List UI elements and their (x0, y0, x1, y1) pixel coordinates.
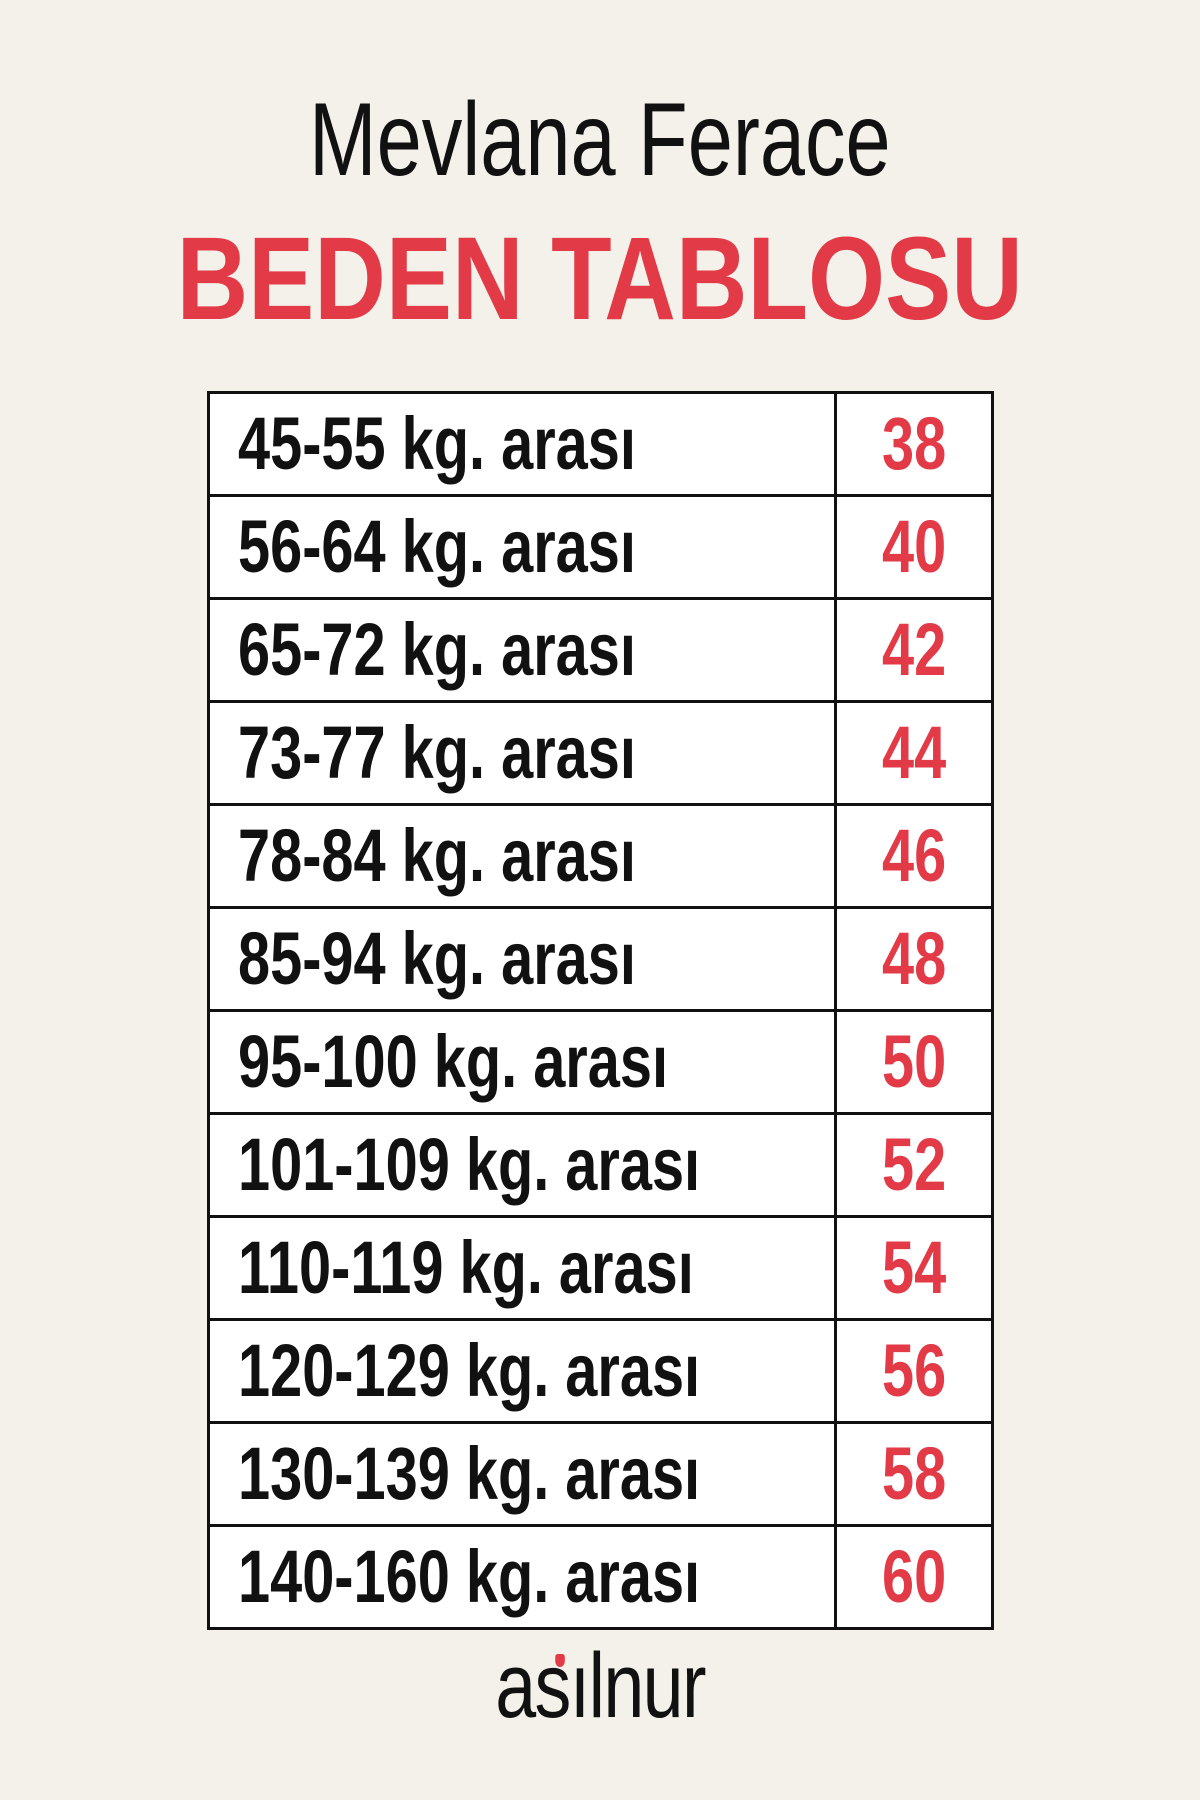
size-cell: 52 (834, 1112, 994, 1218)
size-table: 45-55 kg. arası 38 56-64 kg. arası 40 65-72 … (207, 391, 994, 1630)
size-cell: 42 (834, 597, 994, 703)
weight-range-cell: 110-119 kg. arası (207, 1215, 837, 1321)
weight-range-cell: 56-64 kg. arası (207, 494, 837, 600)
size-cell: 58 (834, 1421, 994, 1527)
weight-range: 140-160 kg. arası (238, 1535, 701, 1618)
weight-range: 101-109 kg. arası (238, 1123, 701, 1206)
size-cell: 54 (834, 1215, 994, 1321)
weight-range-cell: 65-72 kg. arası (207, 597, 837, 703)
table-row: 101-109 kg. arası 52 (207, 1112, 994, 1218)
size-value: 38 (881, 402, 947, 485)
weight-range-cell: 85-94 kg. arası (207, 906, 837, 1012)
table-row: 110-119 kg. arası 54 (207, 1215, 994, 1321)
table-row: 56-64 kg. arası 40 (207, 494, 994, 600)
weight-range: 56-64 kg. arası (238, 505, 636, 588)
page-subtitle: BEDEN TABLOSU (0, 220, 1200, 338)
brand-logo: asılnur (0, 1640, 1200, 1732)
weight-range: 73-77 kg. arası (238, 711, 636, 794)
table-row: 120-129 kg. arası 56 (207, 1318, 994, 1424)
weight-range-cell: 78-84 kg. arası (207, 803, 837, 909)
size-value: 46 (881, 814, 947, 897)
size-cell: 50 (834, 1009, 994, 1115)
table-row: 85-94 kg. arası 48 (207, 906, 994, 1012)
size-cell: 46 (834, 803, 994, 909)
subtitle-text: BEDEN TABLOSU (176, 213, 1024, 345)
size-cell: 48 (834, 906, 994, 1012)
weight-range: 45-55 kg. arası (238, 402, 636, 485)
size-value: 44 (881, 711, 947, 794)
size-value: 58 (881, 1432, 947, 1515)
tulip-icon (555, 1654, 565, 1667)
size-cell: 44 (834, 700, 994, 806)
weight-range-cell: 73-77 kg. arası (207, 700, 837, 806)
weight-range: 65-72 kg. arası (238, 608, 636, 691)
size-cell: 60 (834, 1524, 994, 1630)
size-value: 60 (881, 1535, 947, 1618)
weight-range-cell: 95-100 kg. arası (207, 1009, 837, 1115)
table-row: 140-160 kg. arası 60 (207, 1524, 994, 1630)
size-cell: 56 (834, 1318, 994, 1424)
size-value: 50 (881, 1020, 947, 1103)
table-row: 73-77 kg. arası 44 (207, 700, 994, 806)
size-value: 48 (881, 917, 947, 1000)
size-cell: 40 (834, 494, 994, 600)
weight-range-cell: 130-139 kg. arası (207, 1421, 837, 1527)
table-row: 95-100 kg. arası 50 (207, 1009, 994, 1115)
size-value: 52 (881, 1123, 947, 1206)
weight-range-cell: 101-109 kg. arası (207, 1112, 837, 1218)
weight-range: 130-139 kg. arası (238, 1432, 701, 1515)
table-row: 78-84 kg. arası 46 (207, 803, 994, 909)
weight-range: 110-119 kg. arası (238, 1226, 694, 1309)
size-value: 54 (881, 1226, 947, 1309)
size-value: 42 (881, 608, 947, 691)
weight-range: 78-84 kg. arası (238, 814, 636, 897)
size-cell: 38 (834, 391, 994, 497)
weight-range-cell: 140-160 kg. arası (207, 1524, 837, 1630)
page-title: Mevlana Ferace (0, 88, 1200, 192)
weight-range: 120-129 kg. arası (238, 1329, 701, 1412)
weight-range-cell: 120-129 kg. arası (207, 1318, 837, 1424)
size-value: 40 (881, 505, 947, 588)
title-text: Mevlana Ferace (309, 82, 891, 198)
logo-text: asılnur (495, 1635, 706, 1737)
table-row: 130-139 kg. arası 58 (207, 1421, 994, 1527)
weight-range: 95-100 kg. arası (238, 1020, 668, 1103)
weight-range-cell: 45-55 kg. arası (207, 391, 837, 497)
size-value: 56 (881, 1329, 947, 1412)
table-row: 45-55 kg. arası 38 (207, 391, 994, 497)
weight-range: 85-94 kg. arası (238, 917, 636, 1000)
table-row: 65-72 kg. arası 42 (207, 597, 994, 703)
